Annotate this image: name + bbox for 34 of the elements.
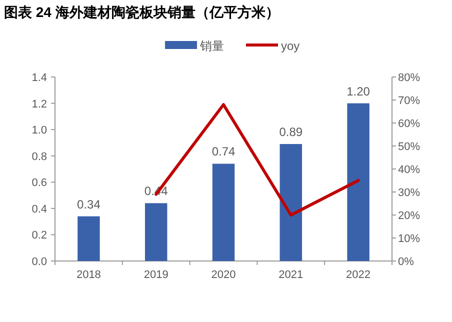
- y-tick-label: 1.0: [32, 124, 47, 137]
- y2-tick-label: 30%: [398, 187, 420, 199]
- data-label: 0.89: [279, 125, 303, 140]
- y2-tick-label: 50%: [398, 141, 420, 153]
- y-tick-label: 0.4: [32, 203, 47, 216]
- y2-tick-label: 0%: [398, 256, 414, 268]
- chart-title: 图表 24 海外建材陶瓷板块销量（亿平方米）: [4, 4, 280, 20]
- y-tick-label: 0.2: [32, 230, 47, 242]
- y-tick-label: 0.8: [32, 150, 47, 163]
- data-label: 1.20: [346, 84, 370, 98]
- bar: [280, 144, 302, 261]
- x-tick-label: 2022: [346, 269, 371, 281]
- y2-tick-label: 60%: [398, 118, 420, 130]
- x-tick-label: 2019: [144, 269, 168, 281]
- y2-tick-label: 20%: [398, 210, 420, 222]
- legend-label: 销量: [199, 39, 224, 53]
- data-label: 0.74: [212, 144, 236, 159]
- y-tick-label: 0.6: [32, 177, 47, 190]
- x-tick-label: 2020: [211, 269, 236, 281]
- bar: [144, 203, 168, 261]
- legend-label: yoy: [281, 39, 300, 53]
- x-tick-label: 2021: [278, 269, 304, 281]
- x-tick-label: 2018: [76, 269, 101, 281]
- data-label: 0.34: [77, 197, 101, 212]
- bar: [212, 164, 235, 261]
- y-tick-label: 0.0: [32, 256, 47, 268]
- y-tick-label: 1.2: [32, 98, 47, 110]
- bar: [347, 103, 370, 261]
- bar: [78, 216, 100, 261]
- y2-tick-label: 80%: [398, 72, 420, 84]
- y-tick-label: 1.4: [32, 72, 47, 84]
- y2-tick-label: 70%: [398, 95, 420, 107]
- y2-tick-label: 40%: [398, 164, 420, 176]
- y2-tick-label: 10%: [398, 233, 420, 245]
